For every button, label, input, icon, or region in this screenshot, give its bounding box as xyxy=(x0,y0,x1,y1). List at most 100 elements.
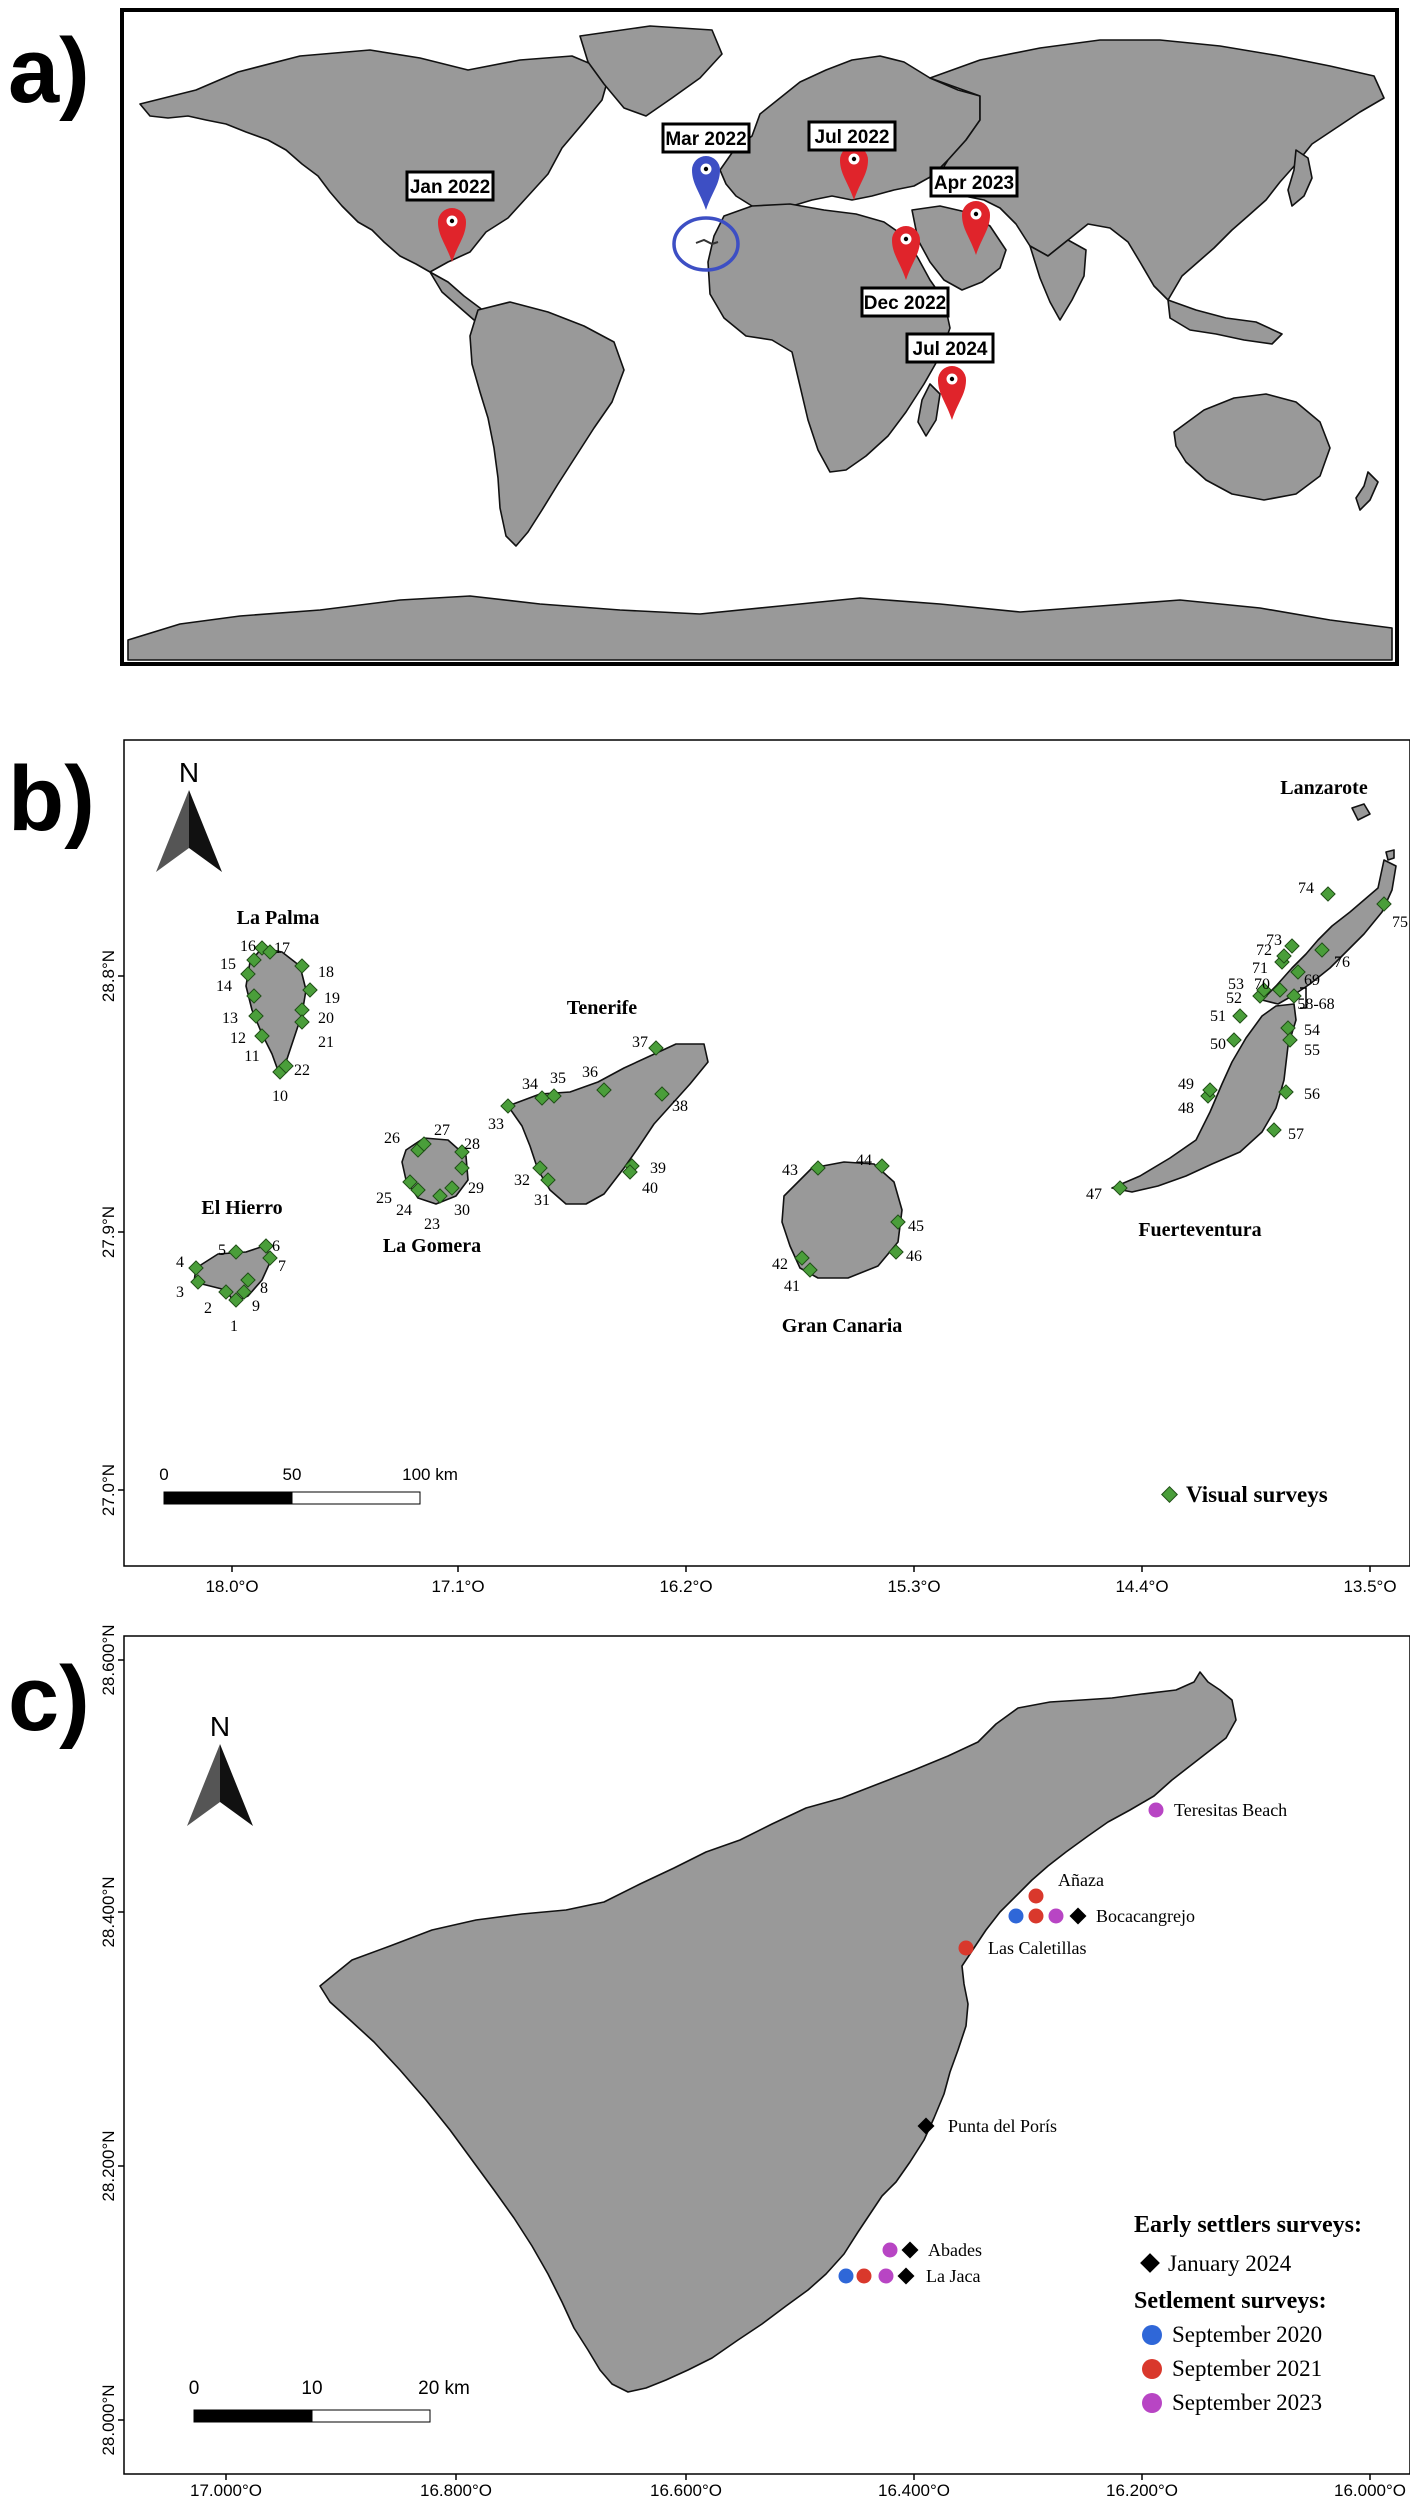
survey-site-number: 34 xyxy=(522,1076,538,1093)
survey-site-49: 49 xyxy=(1178,1076,1218,1098)
legend-c: Early settlers surveys: January 2024 Set… xyxy=(1134,2212,1362,2415)
survey-site-number: 40 xyxy=(642,1180,658,1197)
settlement-marker xyxy=(958,1940,974,1956)
survey-site-18: 18 xyxy=(294,958,334,981)
settlement-marker xyxy=(838,2268,854,2284)
survey-site-marker xyxy=(248,1008,264,1024)
survey-site-34: 34 xyxy=(522,1076,550,1106)
archipelago-frame xyxy=(123,739,1410,1567)
survey-site-31: 31 xyxy=(534,1172,556,1209)
new-zealand-landmass xyxy=(1355,471,1379,511)
survey-site-marker xyxy=(1290,964,1306,980)
survey-site-32: 32 xyxy=(514,1160,548,1189)
survey-site-75: 75 xyxy=(1376,896,1408,931)
africa-landmass xyxy=(707,203,951,473)
sampling-pins-layer: Jan 2022 Mar 2022 Jul 2022 Apr 2023 Dec 2022… xyxy=(405,120,1019,420)
lat-ticks-c: 28.600°N 28.400°N 28.200°N 28.000°N xyxy=(99,1624,124,2456)
survey-site-2: 2 xyxy=(204,1284,234,1317)
legend-dot xyxy=(1142,2393,1162,2413)
survey-site-number: 30 xyxy=(454,1202,470,1219)
survey-site-number: 41 xyxy=(784,1278,800,1295)
survey-site-marker xyxy=(228,1292,244,1308)
panel-a-letter: a) xyxy=(8,20,90,122)
settlement-marker xyxy=(1008,1908,1024,1924)
survey-site-69: 69 xyxy=(1290,964,1320,989)
survey-site-70: 70 xyxy=(1254,976,1288,998)
survey-site-marker xyxy=(258,1238,274,1254)
survey-site-number: 54 xyxy=(1304,1022,1320,1039)
pin-label: Jul 2022 xyxy=(815,127,890,148)
visual-survey-legend-label: Visual surveys xyxy=(1186,1482,1328,1507)
pin-dot xyxy=(851,156,857,162)
survey-site-number: 28 xyxy=(464,1136,480,1153)
lon-tick-label: 17.1°O xyxy=(431,1577,484,1596)
alegranza-islet xyxy=(1385,849,1395,861)
lat-tick-label: 27.0°N xyxy=(99,1464,118,1516)
survey-site-marker xyxy=(794,1250,810,1266)
lat-ticks-b: 28.8°N 27.9°N 27.0°N xyxy=(99,950,124,1516)
survey-site-number: 3 xyxy=(176,1284,184,1301)
pin-label-box xyxy=(807,120,897,152)
settlement-marker xyxy=(856,2268,872,2284)
early-settler-marker xyxy=(1069,1907,1087,1925)
pin-dec-2022: Dec 2022 xyxy=(860,226,950,318)
survey-site-21: 21 xyxy=(294,1014,334,1051)
pin-label-box xyxy=(860,286,950,318)
survey-site-marker xyxy=(416,1136,432,1152)
survey-site-number: 33 xyxy=(488,1116,504,1133)
site-las-caletillas: Las Caletillas xyxy=(958,1938,1086,1958)
settlement-marker xyxy=(1048,1908,1064,1924)
site-la-jaca: La Jaca xyxy=(838,2266,980,2286)
lon-tick-label: 17.000°O xyxy=(190,2481,262,2500)
survey-site-number: 42 xyxy=(772,1256,788,1273)
survey-site-marker xyxy=(802,1262,818,1278)
north-america-landmass xyxy=(139,49,611,273)
survey-site-number: 56 xyxy=(1304,1086,1320,1103)
scale-bar-b: 0 50 100 km xyxy=(159,1465,458,1505)
lon-tick-label: 16.600°O xyxy=(650,2481,722,2500)
survey-site-51: 51 xyxy=(1210,1008,1248,1025)
island-name: El Hierro xyxy=(201,1197,282,1219)
fuerteventura-island xyxy=(1111,1003,1297,1193)
survey-site-marker xyxy=(648,1040,664,1056)
survey-site-73: 73 xyxy=(1266,932,1300,954)
pin-label: Mar 2022 xyxy=(665,129,746,150)
tenerife-island xyxy=(507,1043,709,1205)
survey-site-marker xyxy=(1202,1082,1218,1098)
survey-site-6: 6 xyxy=(258,1238,280,1255)
survey-site-54: 54 xyxy=(1280,1020,1320,1039)
survey-site-37: 37 xyxy=(632,1034,664,1056)
island-name: Gran Canaria xyxy=(782,1315,903,1337)
survey-site-marker xyxy=(294,1002,310,1018)
legend-dot xyxy=(1142,2325,1162,2345)
lon-tick-label: 16.200°O xyxy=(1106,2481,1178,2500)
north-arrow-b: N xyxy=(156,757,222,872)
survey-site-number: 45 xyxy=(908,1218,924,1235)
early-settlers-heading: Early settlers surveys: xyxy=(1134,2212,1362,2238)
antarctica-landmass xyxy=(127,595,1393,661)
survey-site-marker xyxy=(1232,1008,1248,1024)
survey-site-number: 19 xyxy=(324,990,340,1007)
tenerife-detail-island xyxy=(319,1671,1237,2393)
survey-site-72: 72 xyxy=(1256,942,1292,964)
survey-site-number: 76 xyxy=(1334,954,1350,971)
pin-mar-2022: Mar 2022 xyxy=(661,122,751,210)
survey-site-46: 46 xyxy=(888,1244,922,1265)
survey-site-marker xyxy=(240,1272,256,1288)
survey-site-38: 38 xyxy=(654,1086,688,1115)
pin-label-box xyxy=(905,332,995,364)
survey-site-33: 33 xyxy=(488,1098,516,1133)
survey-site-marker xyxy=(622,1164,638,1180)
survey-site-22: 22 xyxy=(278,1058,310,1079)
greenland-landmass xyxy=(579,25,723,117)
survey-site-number: 39 xyxy=(650,1160,666,1177)
settlement-legend-items: September 2020 September 2021 September 20… xyxy=(1142,2322,1322,2415)
settlement-marker xyxy=(878,2268,894,2284)
legend-label: September 2021 xyxy=(1172,2356,1322,2381)
survey-site-number: 10 xyxy=(272,1088,288,1105)
survey-site-marker xyxy=(1276,948,1292,964)
lat-tick-label: 27.9°N xyxy=(99,1206,118,1258)
survey-site-12: 12 xyxy=(230,1008,264,1047)
survey-site-marker xyxy=(1278,1084,1294,1100)
scale-c-label-10: 10 xyxy=(301,2378,322,2399)
